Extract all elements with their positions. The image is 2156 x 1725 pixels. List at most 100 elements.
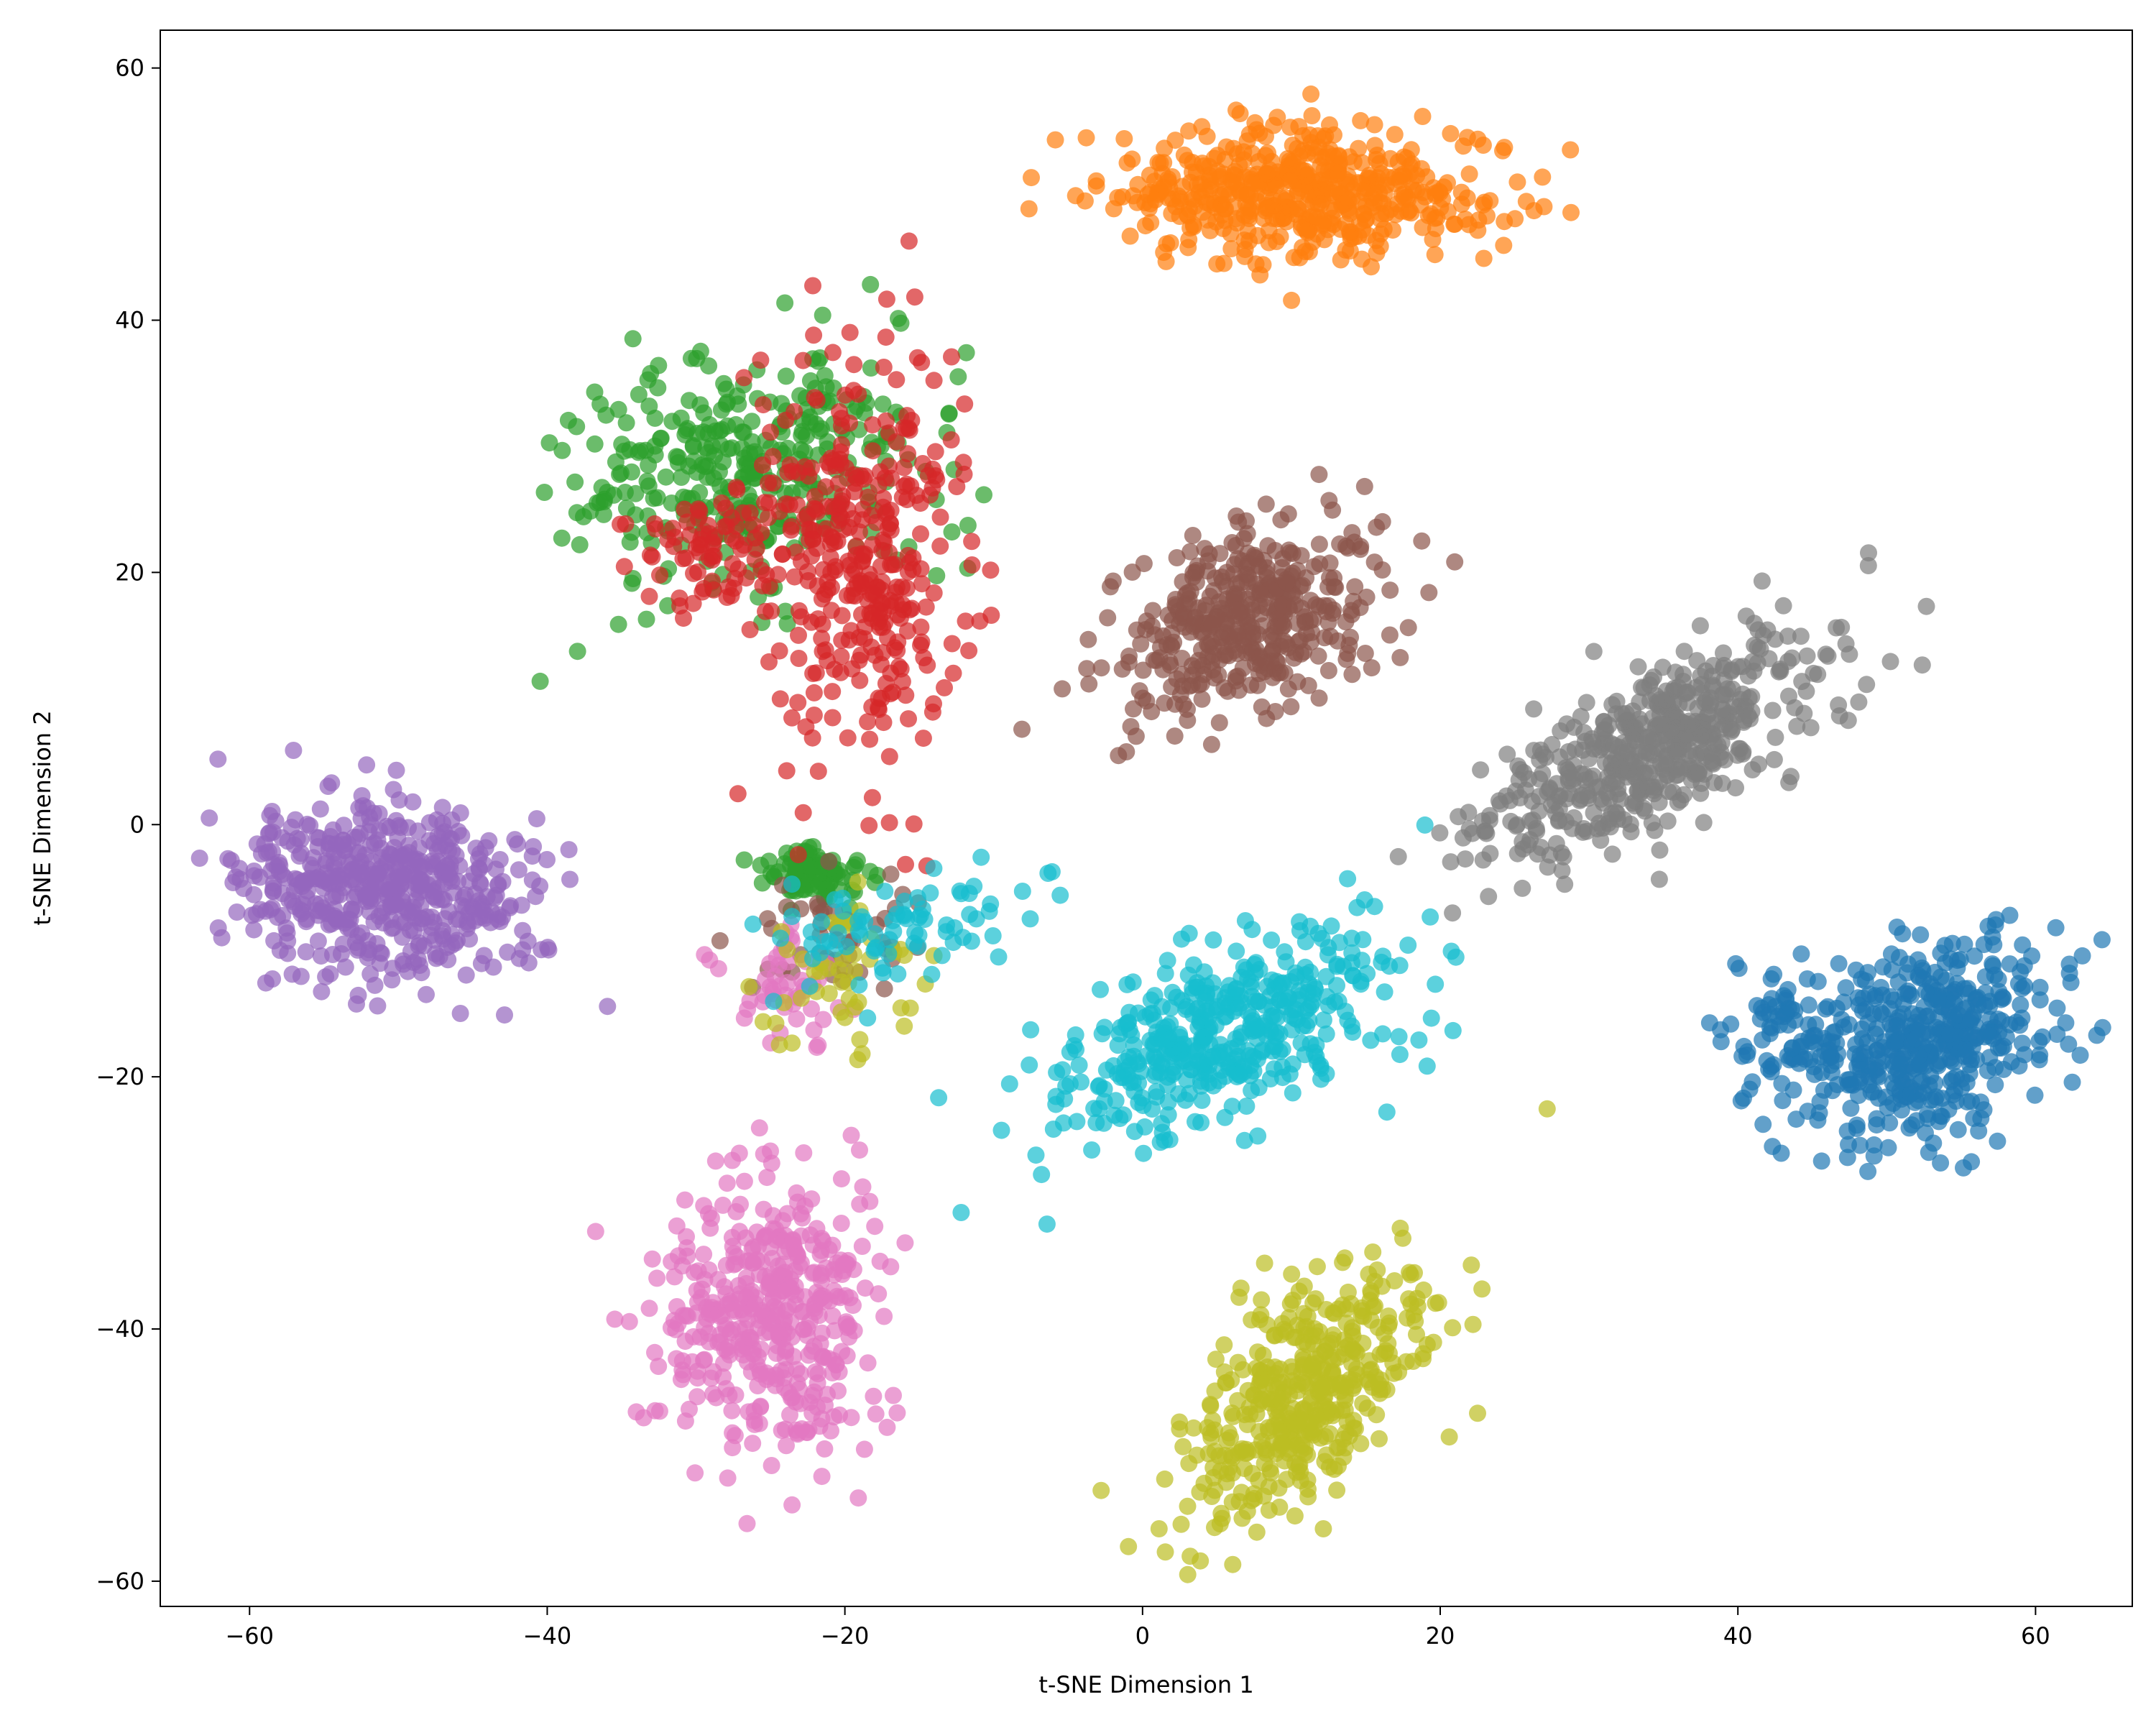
- data-point: [850, 976, 868, 994]
- data-point: [673, 469, 690, 486]
- data-point: [1274, 596, 1292, 614]
- data-point: [1291, 913, 1309, 931]
- data-point: [1765, 750, 1783, 768]
- data-point: [1247, 550, 1265, 568]
- data-point: [1191, 1052, 1209, 1070]
- data-point: [646, 446, 664, 464]
- data-point: [758, 1169, 776, 1187]
- data-point: [643, 1250, 661, 1268]
- data-point: [1416, 188, 1434, 206]
- data-point: [561, 870, 579, 888]
- data-point: [568, 643, 586, 661]
- data-point: [279, 932, 297, 950]
- data-point: [980, 902, 998, 920]
- data-point: [1715, 686, 1733, 704]
- data-point: [724, 1424, 742, 1442]
- data-point: [1013, 883, 1031, 900]
- data-point: [1166, 596, 1184, 614]
- data-point: [821, 932, 839, 950]
- data-point: [1051, 886, 1069, 904]
- data-point: [469, 850, 487, 868]
- data-point: [1560, 742, 1577, 760]
- data-point: [1121, 227, 1139, 245]
- data-point: [1460, 165, 1478, 183]
- data-point: [251, 868, 269, 886]
- data-point: [1193, 155, 1211, 172]
- data-point: [1838, 1122, 1856, 1140]
- data-point: [1072, 1073, 1090, 1091]
- data-point: [247, 905, 265, 923]
- data-point: [813, 630, 831, 648]
- data-point: [285, 742, 303, 759]
- data-point: [1227, 980, 1245, 998]
- data-point: [1389, 847, 1407, 865]
- data-point: [1422, 908, 1439, 926]
- data-point: [822, 564, 840, 581]
- data-point: [1203, 1488, 1221, 1505]
- data-point: [1444, 904, 1462, 922]
- data-point: [1414, 108, 1432, 125]
- data-point: [404, 793, 422, 811]
- data-point: [319, 778, 337, 795]
- data-point: [859, 1009, 877, 1027]
- data-point: [752, 1340, 770, 1358]
- data-point: [674, 1307, 692, 1325]
- data-point: [1183, 666, 1201, 684]
- data-point: [1153, 1115, 1171, 1133]
- data-point: [1909, 1047, 1927, 1065]
- data-point: [413, 964, 430, 982]
- data-point: [718, 1174, 736, 1192]
- data-point: [899, 445, 916, 463]
- data-point: [1858, 676, 1876, 694]
- data-point: [870, 618, 888, 636]
- data-point: [646, 1343, 663, 1361]
- data-point: [1027, 1146, 1045, 1164]
- data-point: [506, 831, 524, 849]
- data-point: [659, 530, 677, 548]
- data-point: [357, 888, 375, 906]
- data-point: [1130, 682, 1148, 700]
- data-point: [832, 1003, 850, 1021]
- data-point: [1193, 1091, 1211, 1109]
- data-point: [312, 947, 330, 965]
- data-point: [678, 513, 696, 531]
- data-point: [348, 995, 365, 1013]
- data-point: [1917, 1124, 1934, 1142]
- data-point: [760, 509, 778, 526]
- data-point: [822, 1422, 839, 1440]
- data-point: [952, 885, 970, 903]
- data-point: [729, 785, 747, 803]
- data-point: [925, 584, 943, 602]
- data-point: [822, 602, 840, 620]
- data-point: [1691, 617, 1709, 635]
- data-point: [441, 869, 459, 887]
- data-point: [1225, 565, 1243, 583]
- data-point: [491, 851, 509, 868]
- data-point: [1257, 495, 1275, 513]
- data-point: [711, 1333, 729, 1351]
- data-point: [856, 1279, 874, 1297]
- data-point: [918, 656, 936, 674]
- data-point: [361, 965, 379, 983]
- data-point: [685, 564, 702, 582]
- data-point: [630, 443, 648, 461]
- data-point: [753, 456, 771, 474]
- data-point: [1353, 154, 1371, 172]
- data-point: [1092, 659, 1110, 677]
- data-point: [1626, 732, 1644, 750]
- data-point: [2001, 906, 2019, 924]
- data-point: [1240, 569, 1258, 587]
- data-point: [1470, 211, 1488, 229]
- data-point: [1912, 926, 1930, 944]
- data-point: [1580, 750, 1598, 768]
- data-point: [1286, 1415, 1304, 1433]
- data-point: [1773, 1075, 1791, 1092]
- data-point: [1252, 1371, 1270, 1389]
- data-point: [912, 618, 930, 636]
- data-point: [872, 557, 890, 575]
- data-point: [1258, 1316, 1276, 1334]
- data-point: [716, 1278, 733, 1296]
- data-point: [1215, 679, 1233, 697]
- data-point: [1583, 730, 1601, 748]
- data-point: [972, 848, 990, 866]
